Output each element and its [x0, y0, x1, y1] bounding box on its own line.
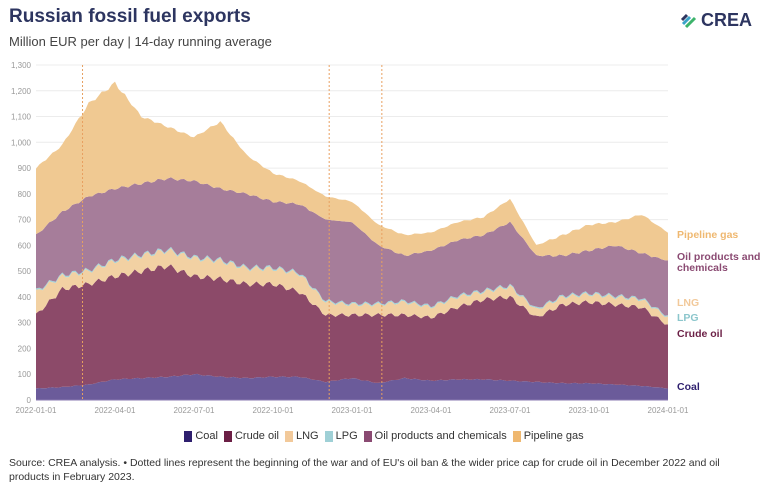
y-tick-label: 400 [18, 293, 32, 302]
legend-item[interactable]: Pipeline gas [512, 430, 584, 442]
crea-logo-icon [680, 13, 697, 28]
y-tick-label: 200 [18, 344, 32, 353]
legend-swatch [363, 430, 372, 442]
legend-item[interactable]: LPG [324, 430, 358, 442]
legend-item[interactable]: Coal [184, 430, 218, 442]
legend-item[interactable]: Crude oil [223, 430, 279, 442]
legend-swatch [285, 430, 293, 442]
y-tick-label: 600 [18, 241, 32, 250]
legend-label: Crude oil [234, 430, 279, 442]
y-tick-label: 1,000 [11, 138, 32, 147]
legend-label: Oil products and chemicals [374, 430, 507, 442]
y-tick-label: 1,100 [11, 113, 32, 122]
y-tick-label: 0 [27, 396, 32, 405]
x-tick-label: 2022-10-01 [253, 406, 294, 415]
legend-swatch [184, 430, 193, 442]
legend-label: LNG [296, 430, 319, 442]
y-tick-label: 100 [18, 370, 32, 379]
legend: Coal Crude oil LNG LPG Oil products and chem… [0, 430, 768, 442]
end-label: LPG [677, 312, 699, 324]
legend-label: Pipeline gas [523, 430, 584, 442]
x-tick-label: 2022-01-01 [16, 406, 57, 415]
y-tick-label: 1,300 [11, 61, 32, 70]
legend-label: LPG [335, 430, 358, 442]
end-label: Pipeline gas [677, 229, 738, 241]
area-pipeline-gas [36, 81, 668, 261]
chart-subtitle: Million EUR per day | 14-day running ave… [9, 34, 272, 49]
crea-logo: CREA [680, 10, 752, 31]
x-tick-label: 2022-07-01 [174, 406, 215, 415]
logo-text: CREA [701, 10, 753, 30]
end-label: chemicals [677, 262, 728, 274]
chart-title: Russian fossil fuel exports [9, 6, 251, 27]
y-tick-label: 500 [18, 267, 32, 276]
x-tick-label: 2024-01-01 [648, 406, 689, 415]
area-crude-oil [36, 264, 668, 389]
end-label: Crude oil [677, 328, 723, 340]
y-tick-label: 1,200 [11, 87, 32, 96]
area-lpg [36, 246, 668, 317]
y-tick-label: 800 [18, 190, 32, 199]
end-label: LNG [677, 297, 699, 309]
legend-item[interactable]: LNG [285, 430, 319, 442]
area-coal [36, 373, 668, 400]
y-tick-label: 300 [18, 319, 32, 328]
x-tick-label: 2022-04-01 [95, 406, 136, 415]
end-label: Oil products and [677, 251, 760, 263]
y-tick-label: 900 [18, 164, 32, 173]
legend-swatch [324, 430, 333, 442]
legend-swatch [512, 430, 521, 442]
area-lng [36, 248, 668, 325]
x-tick-label: 2023-07-01 [490, 406, 531, 415]
end-label: Coal [677, 381, 700, 393]
legend-swatch [223, 430, 232, 442]
legend-item[interactable]: Oil products and chemicals [363, 430, 507, 442]
area-oil-products-and-chemicals [36, 177, 668, 316]
x-tick-label: 2023-01-01 [332, 406, 373, 415]
y-tick-label: 700 [18, 216, 32, 225]
legend-label: Coal [195, 430, 218, 442]
source-note: Source: CREA analysis. • Dotted lines re… [9, 457, 720, 483]
x-tick-label: 2023-10-01 [569, 406, 610, 415]
x-tick-label: 2023-04-01 [411, 406, 452, 415]
